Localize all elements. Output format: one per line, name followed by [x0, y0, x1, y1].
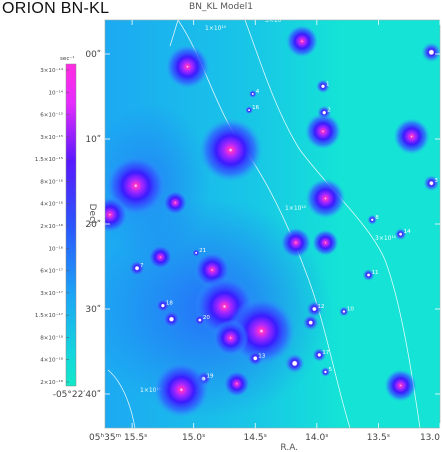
colorbar-label: 8×10⁻¹⁸	[40, 334, 64, 341]
source-label: 13	[258, 353, 265, 359]
emission-source	[212, 319, 249, 356]
emission-source	[148, 245, 173, 270]
colorbar-gradient	[65, 63, 77, 387]
x-axis-title: R.A.	[280, 443, 298, 452]
emission-source	[338, 306, 349, 317]
x-tick-label: 13.5ˢ	[367, 433, 390, 443]
emission-source	[248, 89, 257, 98]
source-label: 11	[372, 270, 379, 276]
contour-line	[107, 369, 136, 428]
contour-label: 1×10¹⁰	[140, 387, 162, 394]
source-label: 10	[347, 307, 354, 313]
emission-source	[247, 350, 264, 367]
emission-source	[153, 361, 210, 418]
colorbar: sec⁻¹ 3×10⁻¹⁴ 10⁻¹⁴ 6×10⁻¹⁵ 3×10⁻¹⁵ 1.5×10⁻¹⁵…	[35, 55, 77, 387]
emission-source	[129, 260, 146, 277]
colorbar-label: 8×10⁻¹⁶	[40, 178, 64, 185]
emission-source	[192, 248, 201, 257]
axes: 05ʰ35ᵐ 15.5ˢ 15.0ˢ 14.5ˢ 14.0ˢ 13.5ˢ 13.0 00ʺ 1…	[53, 19, 441, 452]
emission-source	[155, 298, 170, 313]
source-label: 21	[199, 248, 206, 254]
emission-source	[280, 227, 311, 258]
colorbar-label: 3×10⁻¹⁵	[40, 134, 63, 141]
emission-source	[165, 44, 210, 89]
emission-source	[105, 196, 128, 233]
source-label: 17	[322, 350, 329, 356]
emission-source	[320, 366, 331, 377]
y-tick-label: 30ʺ	[85, 304, 101, 315]
colorbar-label: 4×10⁻¹⁸	[40, 357, 64, 364]
emission-source	[394, 228, 407, 241]
x-tick-label: 15.0ˢ	[182, 433, 205, 443]
colorbar-label: 1.5×10⁻¹⁷	[35, 312, 63, 319]
contour-label: 3×10¹⁰	[265, 17, 287, 24]
emission-source	[302, 314, 319, 331]
contour-label: 1×10¹⁰	[285, 205, 307, 212]
contour-line	[177, 20, 351, 428]
colorbar-label: 3×10⁻¹⁷	[40, 290, 63, 297]
source-label: 1	[326, 81, 330, 87]
emission-source	[193, 314, 206, 327]
source-label: 3	[434, 178, 438, 184]
source-label: 12	[317, 304, 324, 310]
emission-source	[312, 347, 327, 362]
emission-source	[421, 42, 440, 63]
y-tick-label: 00ʺ	[85, 49, 101, 60]
emission-source	[286, 25, 319, 58]
colorbar-label: 2×10⁻¹⁸	[40, 379, 64, 386]
y-axis-title: Decl.	[87, 204, 97, 227]
emission-source	[162, 310, 181, 329]
y-tick-label: 10ʺ	[85, 134, 101, 145]
source-label: 14	[404, 229, 411, 235]
y-tick-label: 20ʺ	[85, 219, 101, 230]
emission-source	[423, 175, 440, 192]
contour-line	[169, 20, 179, 47]
colorbar-label: 6×10⁻¹⁵	[40, 112, 63, 119]
emission-source	[367, 214, 378, 225]
emission-source	[245, 106, 254, 115]
emission-source	[312, 229, 339, 256]
emission-source	[223, 370, 250, 397]
colorbar-label: 4×10⁻¹⁶	[40, 201, 64, 208]
contour-label: 1×10¹⁰	[205, 25, 227, 32]
colorbar-label: 10⁻¹⁴	[48, 89, 63, 96]
colorbar-label: 10⁻¹⁶	[48, 245, 63, 252]
source-label: 19	[207, 374, 214, 380]
colorbar-label: 1.5×10⁻¹⁵	[35, 156, 63, 163]
source-label: 18	[166, 301, 173, 307]
colorbar-unit: sec⁻¹	[60, 55, 75, 62]
source-label: 16	[252, 105, 259, 111]
emission-source	[362, 269, 375, 281]
colorbar-label: 2×10⁻¹⁶	[40, 223, 64, 230]
source-label: 5	[328, 367, 332, 373]
emission-source	[306, 301, 323, 317]
chart-title-model: BN_KL Model1	[189, 2, 253, 12]
emission-source	[393, 118, 430, 155]
emission-source	[315, 79, 330, 94]
contour-line	[244, 20, 421, 428]
y-tick-label: -05°22′40ʺ	[53, 389, 101, 400]
source-label: 8	[375, 215, 379, 221]
chart-title-left: ORION BN-KL	[2, 0, 110, 17]
colorbar-label: 3×10⁻¹⁴	[40, 67, 64, 74]
source-label: 7	[140, 263, 144, 269]
x-tick-label: 13.0	[420, 433, 440, 443]
emission-source	[304, 113, 341, 150]
emission-source	[384, 369, 417, 402]
emission-source	[198, 118, 263, 183]
colorbar-label: 6×10⁻¹⁷	[40, 268, 63, 275]
emission-source	[284, 353, 305, 374]
source-label: 20	[203, 315, 210, 321]
emission-source	[163, 190, 188, 215]
x-tick-label: 05ʰ35ᵐ 15.5ˢ	[89, 433, 147, 443]
source-label: 2	[327, 108, 331, 114]
emission-source	[305, 178, 346, 219]
contour-label: 3×10¹⁰	[375, 235, 397, 242]
source-label: 4	[256, 89, 260, 95]
x-tick-label: 14.0ˢ	[305, 433, 328, 443]
x-tick-label: 14.5ˢ	[244, 433, 267, 443]
